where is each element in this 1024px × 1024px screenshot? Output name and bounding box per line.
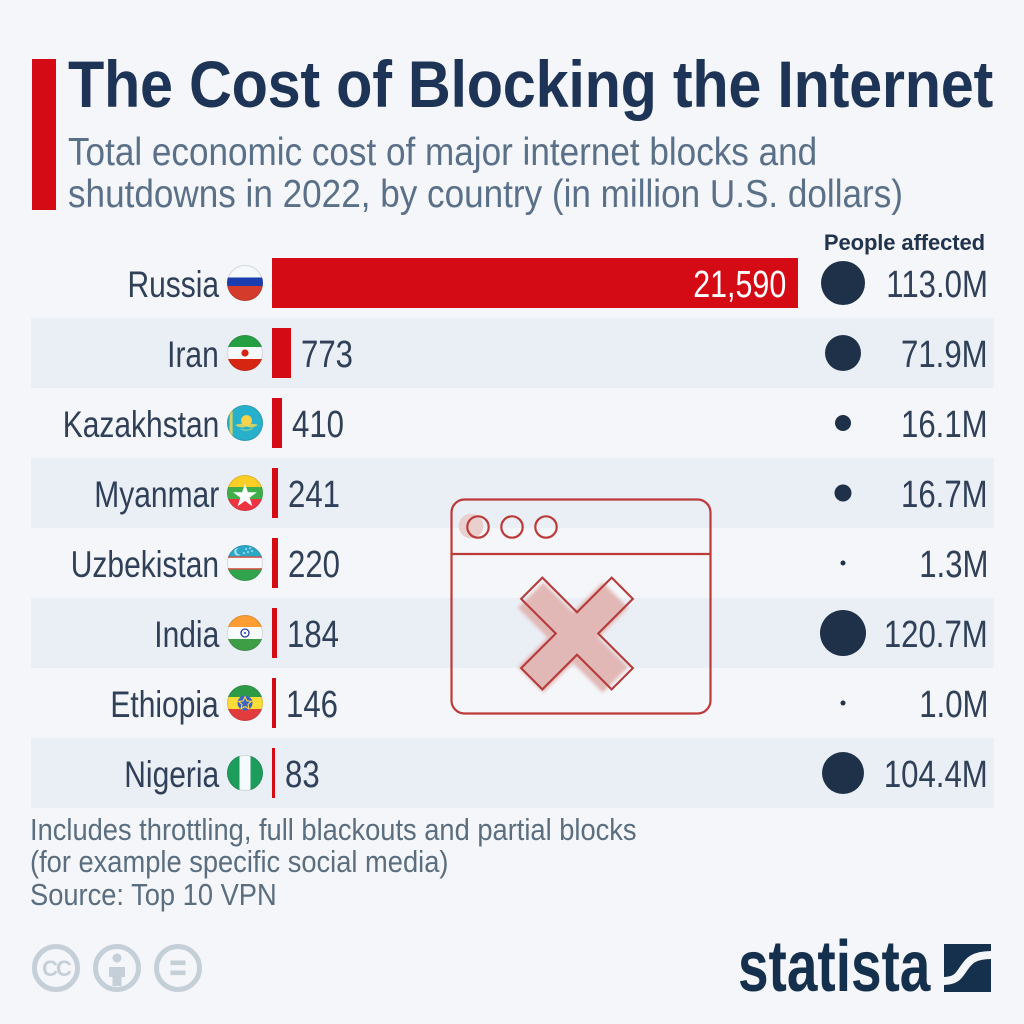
- svg-text:CC: CC: [42, 956, 72, 981]
